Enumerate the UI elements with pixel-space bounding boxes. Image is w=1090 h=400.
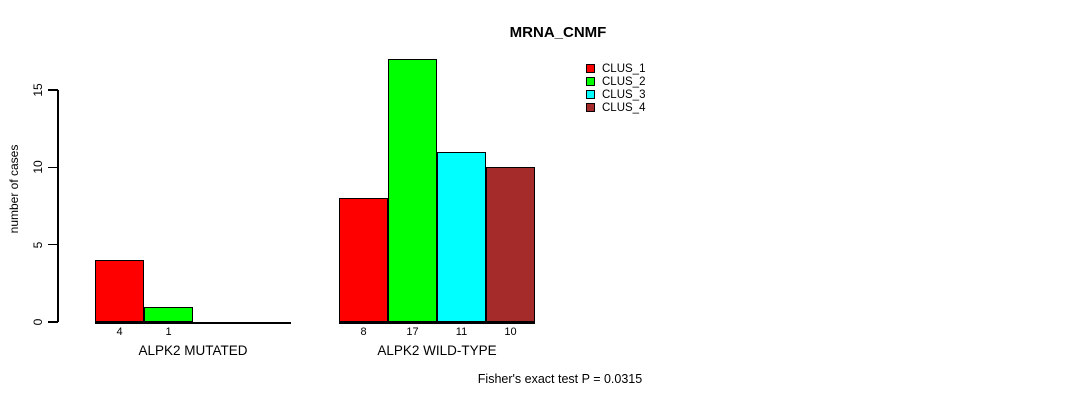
stat-test-annotation: Fisher's exact test P = 0.0315 [477, 372, 643, 386]
bar-value-label: 8 [360, 326, 367, 338]
legend-item-clus_1: CLUS_1 [586, 62, 645, 75]
y-tick-label: 15 [31, 83, 45, 97]
y-tick-label: 0 [31, 318, 45, 326]
legend-swatch-icon [586, 90, 595, 99]
bar-value-label: 11 [455, 326, 468, 338]
legend-label: CLUS_2 [602, 75, 646, 88]
y-tick-mark [48, 243, 58, 246]
y-tick-mark [48, 321, 58, 323]
legend-swatch-icon [586, 103, 595, 112]
group-baseline [95, 322, 291, 324]
legend-item-clus_3: CLUS_3 [586, 88, 645, 101]
legend-item-clus_4: CLUS_4 [586, 101, 645, 114]
legend-label: CLUS_4 [602, 101, 646, 114]
bar-clus_2-1 [144, 306, 193, 322]
y-axis [57, 90, 59, 322]
y-tick-mark [48, 89, 58, 91]
y-tick-mark [48, 166, 58, 169]
bar-value-label: 10 [504, 326, 517, 338]
y-tick-label: 10 [31, 160, 45, 175]
y-tick-label: 5 [31, 241, 45, 248]
bar-clus_1-1 [95, 260, 144, 322]
legend-swatch-icon [586, 77, 595, 86]
y-axis-label: number of cases [7, 144, 21, 234]
legend-label: CLUS_3 [602, 88, 646, 101]
legend: CLUS_1 CLUS_2 CLUS_3 CLUS_4 [586, 62, 645, 114]
bar-value-label: 17 [406, 326, 419, 338]
bar-clus_3-2 [437, 151, 486, 322]
bar-clus_2-2 [388, 59, 437, 322]
bar-clus_4-2 [486, 167, 535, 322]
legend-label: CLUS_1 [602, 62, 646, 75]
chart-title: MRNA_CNMF [509, 24, 607, 41]
x-category-label: ALPK2 MUTATED [138, 343, 248, 358]
x-category-label: ALPK2 WILD-TYPE [377, 343, 497, 358]
group-baseline [339, 322, 535, 324]
bar-clus_1-2 [339, 198, 388, 322]
legend-swatch-icon [586, 64, 595, 73]
bar-value-label: 1 [165, 326, 172, 338]
legend-item-clus_2: CLUS_2 [586, 75, 645, 88]
bar-value-label: 4 [116, 326, 123, 338]
